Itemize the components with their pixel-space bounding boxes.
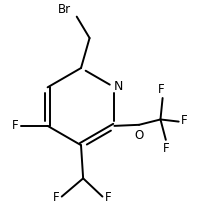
- Text: Br: Br: [58, 3, 71, 15]
- Text: N: N: [114, 80, 123, 93]
- Text: O: O: [135, 129, 144, 142]
- Text: F: F: [53, 191, 59, 204]
- Text: F: F: [163, 142, 170, 155]
- Text: F: F: [158, 83, 165, 96]
- Text: F: F: [181, 114, 188, 127]
- Text: F: F: [105, 191, 112, 204]
- Text: F: F: [12, 119, 18, 132]
